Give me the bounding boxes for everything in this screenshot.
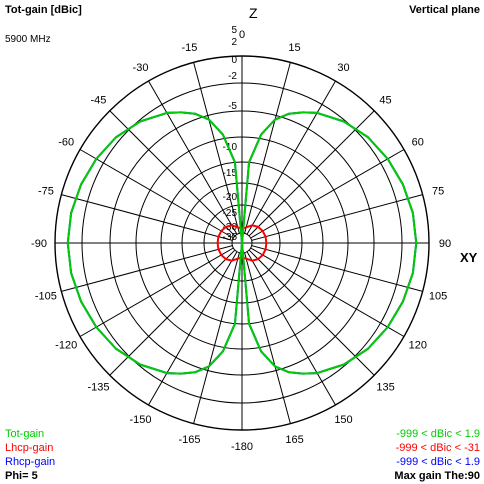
- radial-tick-label: -15: [223, 168, 238, 179]
- range-tot-gain: -999 < dBic < 1.9: [396, 428, 480, 440]
- angle-tick-label: -165: [178, 434, 200, 446]
- angle-tick-label: 30: [337, 62, 349, 74]
- angle-tick-label: 105: [429, 291, 447, 303]
- legend-lhcp-gain: Lhcp-gain: [5, 442, 54, 454]
- radial-tick-label: 5: [231, 25, 237, 36]
- series-tot-gain-line: [66, 111, 418, 375]
- legend-rhcp-gain: Rhcp-gain: [5, 456, 56, 468]
- angle-tick-label: 165: [285, 434, 303, 446]
- grid-spoke: [193, 62, 240, 234]
- angle-tick-label: 0: [239, 29, 245, 41]
- angle-tick-label: 15: [288, 42, 300, 54]
- angle-tick-label: 60: [412, 137, 424, 149]
- plane-label: Vertical plane: [409, 4, 480, 16]
- grid-spoke: [246, 80, 336, 235]
- grid-spoke: [193, 252, 240, 424]
- legend-tot-gain: Tot-gain: [5, 428, 45, 440]
- grid-spoke: [250, 247, 405, 337]
- radial-tick-label: -20: [223, 192, 238, 203]
- grid-spoke: [251, 245, 423, 292]
- angle-tick-label: -45: [91, 94, 107, 106]
- angle-tick-label: 120: [409, 340, 427, 352]
- axis-label-z: Z: [249, 5, 258, 21]
- grid-spoke: [244, 62, 291, 234]
- grid-spoke: [61, 194, 233, 241]
- angle-tick-label: -105: [35, 291, 57, 303]
- radial-tick-label: -5: [228, 101, 237, 112]
- range-lhcp-gain: -999 < dBic < -31: [395, 442, 480, 454]
- angle-tick-label: -30: [133, 62, 149, 74]
- grid-spoke: [246, 251, 336, 406]
- radial-tick-label: 0: [231, 55, 237, 66]
- grid-spoke: [148, 80, 238, 235]
- grid-spoke: [250, 149, 405, 239]
- angle-tick-label: -75: [38, 185, 54, 197]
- radial-tick-label: -2: [228, 71, 237, 82]
- angle-tick-label: -180: [231, 441, 253, 453]
- grid-spoke: [251, 194, 423, 241]
- grid-spoke: [248, 110, 375, 237]
- grid-spoke: [61, 245, 233, 292]
- angle-tick-label: -150: [129, 414, 151, 426]
- radial-tick-label: 2: [231, 37, 237, 48]
- chart-title: Tot-gain [dBic]: [5, 4, 82, 16]
- grid-spoke: [79, 149, 234, 239]
- radial-tick-label: -30: [223, 222, 238, 233]
- angle-tick-label: -15: [182, 42, 198, 54]
- grid-spoke: [248, 249, 375, 376]
- angle-tick-label: -90: [31, 238, 47, 250]
- angle-tick-label: 45: [379, 94, 391, 106]
- grid-spoke: [109, 110, 236, 237]
- angle-tick-label: -60: [58, 137, 74, 149]
- angle-tick-label: -120: [55, 340, 77, 352]
- frequency-label: 5900 MHz: [5, 34, 51, 45]
- series-lhcp-gain-line: [216, 224, 268, 262]
- angle-tick-label: 150: [334, 414, 352, 426]
- radial-tick-label: -25: [223, 208, 238, 219]
- grid-spoke: [109, 249, 236, 376]
- radial-tick-label: -35: [223, 232, 238, 243]
- angle-tick-label: 75: [432, 185, 444, 197]
- phi-label: Phi= 5: [5, 470, 38, 482]
- grid-spoke: [79, 247, 234, 337]
- grid-spoke: [148, 251, 238, 406]
- radial-tick-label: -10: [223, 142, 238, 153]
- axis-label-xy: XY: [460, 250, 478, 265]
- grid-spoke: [244, 252, 291, 424]
- max-gain-label: Max gain The:90: [394, 470, 480, 482]
- range-rhcp-gain: -999 < dBic < 1.9: [396, 456, 480, 468]
- angle-tick-label: -135: [87, 382, 109, 394]
- angle-tick-label: 90: [439, 238, 451, 250]
- angle-tick-label: 135: [376, 382, 394, 394]
